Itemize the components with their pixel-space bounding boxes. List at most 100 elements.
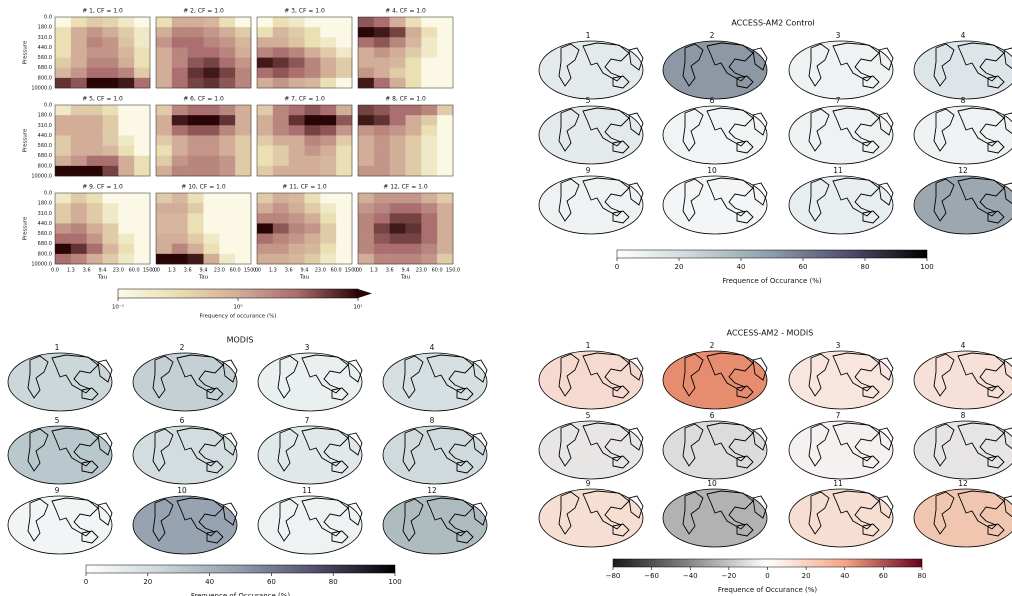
heatmap-cell: [289, 78, 305, 88]
heatmap-cell: [257, 78, 273, 88]
heatmap-cell: [257, 105, 273, 115]
x-tick-label: 0.0: [152, 268, 160, 274]
heatmap-cell: [273, 156, 289, 166]
heatmap-cell: [235, 156, 251, 166]
heatmap-cell: [289, 58, 305, 68]
heatmap-cell: [289, 105, 305, 115]
y-tick-label: 180.0: [38, 201, 52, 207]
map: [539, 489, 643, 547]
heatmap-cell: [421, 78, 437, 88]
heatmap-cell: [118, 135, 134, 145]
heatmap-cell: [336, 125, 352, 135]
heatmap-cell: [156, 105, 172, 115]
colorbar: [118, 289, 358, 298]
map: [789, 41, 893, 99]
heatmap-cell: [305, 146, 321, 156]
heatmap-cell: [374, 203, 390, 213]
heatmap-cell: [390, 17, 406, 27]
heatmap-cell: [437, 47, 453, 57]
heatmap-cell: [390, 166, 406, 176]
map: [789, 421, 893, 479]
heatmap-cell: [320, 166, 336, 176]
heatmap-cell: [156, 68, 172, 78]
map: [663, 41, 767, 99]
chart-title: MODIS: [227, 336, 254, 345]
map: [914, 176, 1012, 234]
heatmap-cell: [273, 78, 289, 88]
heatmap-cell: [71, 203, 87, 213]
heatmap-cell: [273, 58, 289, 68]
heatmap-cell: [273, 203, 289, 213]
x-tick-label: 0.0: [253, 268, 261, 274]
heatmap-cell: [204, 234, 220, 244]
heatmap-cell: [421, 58, 437, 68]
map-number: 5: [586, 411, 591, 420]
map-number: 4: [961, 341, 966, 350]
map: [663, 421, 767, 479]
heatmap-cell: [374, 78, 390, 88]
heatmap-cell: [235, 203, 251, 213]
heatmap-cell: [134, 254, 150, 264]
heatmap-cell: [134, 244, 150, 254]
heatmap-cell: [118, 78, 134, 88]
y-tick-label: 440.0: [38, 221, 52, 227]
heatmap-cell: [188, 223, 204, 233]
heatmap-cell: [235, 68, 251, 78]
heatmap-cell: [103, 37, 119, 47]
heatmap-cell: [406, 47, 422, 57]
heatmap-cell: [421, 37, 437, 47]
heatmap-cell: [103, 68, 119, 78]
heatmap-cell: [305, 223, 321, 233]
heatmap-cell: [188, 203, 204, 213]
heatmap-cell: [71, 146, 87, 156]
heatmap-cell: [320, 244, 336, 254]
map-number: 12: [958, 166, 968, 175]
heatmap-cell: [257, 115, 273, 125]
heatmap-cell: [204, 146, 220, 156]
heatmap-cell: [406, 254, 422, 264]
colorbar-tick-label: 100: [388, 578, 401, 586]
map-number: 7: [836, 411, 841, 420]
panel-title: # 4, CF = 1.0: [385, 8, 426, 15]
map: [383, 496, 487, 554]
colorbar-tick-label: 40: [840, 572, 849, 580]
heatmap-cell: [103, 193, 119, 203]
colorbar-tick-label: 100: [920, 263, 933, 271]
heatmap-cell: [320, 115, 336, 125]
heatmap-cell: [421, 115, 437, 125]
heatmap-cell: [204, 17, 220, 27]
heatmap-cell: [55, 27, 71, 37]
map: [789, 176, 893, 234]
heatmap-cell: [289, 115, 305, 125]
heatmap-cell: [336, 244, 352, 254]
heatmap-cell: [219, 68, 235, 78]
heatmap-cell: [289, 68, 305, 78]
heatmap-cell: [118, 17, 134, 27]
heatmap-cell: [188, 193, 204, 203]
heatmap-cell: [156, 37, 172, 47]
map: [539, 421, 643, 479]
heatmap-cell: [118, 156, 134, 166]
x-tick-label: 9.4: [200, 268, 208, 274]
map: [914, 421, 1012, 479]
heatmap-cell: [390, 47, 406, 57]
y-tick-label: 560.0: [38, 55, 52, 61]
map-number: 9: [586, 479, 591, 488]
heatmap-cell: [87, 156, 103, 166]
heatmap-cell: [219, 146, 235, 156]
heatmap-cell: [374, 115, 390, 125]
map: [914, 351, 1012, 409]
heatmap-cell: [156, 193, 172, 203]
heatmap-cell: [320, 125, 336, 135]
colorbar-tick-label: 20: [675, 263, 684, 271]
heatmap-cell: [87, 223, 103, 233]
y-tick-label: 10000.0: [31, 262, 52, 268]
map-number: 1: [55, 343, 60, 352]
heatmap-cell: [421, 193, 437, 203]
heatmap-cell: [305, 125, 321, 135]
heatmap-cell: [257, 203, 273, 213]
heatmap-cell: [289, 193, 305, 203]
x-tick-label: 3.6: [285, 268, 293, 274]
heatmap-cell: [374, 244, 390, 254]
heatmap-cell: [336, 254, 352, 264]
